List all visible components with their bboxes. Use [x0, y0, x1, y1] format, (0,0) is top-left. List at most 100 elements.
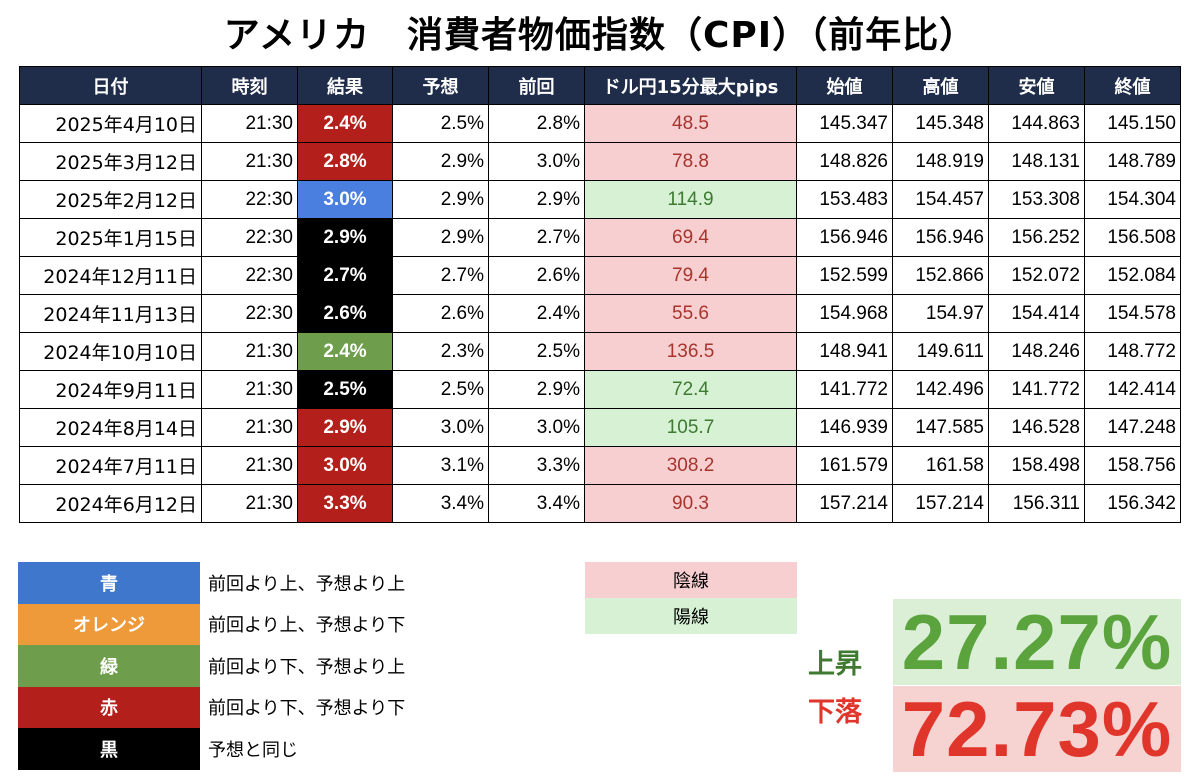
page-title: アメリカ 消費者物価指数（CPI）（前年比） [223, 15, 977, 56]
previous-cell: 2.7% [488, 218, 585, 257]
legend-description: 前回より下、予想より下 [208, 698, 406, 720]
previous-cell: 3.3% [488, 446, 585, 485]
previous-cell: 3.0% [488, 408, 585, 447]
table-row: 2025年4月10日 21:30 2.4% 2.5% 2.8% 48.5 145.347 14… [19, 104, 1181, 143]
open-cell: 153.483 [796, 180, 893, 219]
close-cell: 148.789 [1084, 142, 1181, 181]
high-cell: 156.946 [892, 218, 989, 257]
high-cell: 161.58 [892, 446, 989, 485]
high-cell: 147.585 [892, 408, 989, 447]
time-cell: 21:30 [201, 446, 298, 485]
forecast-cell: 2.3% [392, 332, 489, 371]
header-open: 始値 [796, 66, 893, 105]
table-row: 2024年11月13日 22:30 2.6% 2.6% 2.4% 55.6 154.968 1… [19, 294, 1181, 333]
close-cell: 147.248 [1084, 408, 1181, 447]
high-cell: 148.919 [892, 142, 989, 181]
close-cell: 142.414 [1084, 370, 1181, 409]
high-cell: 154.97 [892, 294, 989, 333]
time-cell: 21:30 [201, 370, 298, 409]
previous-cell: 3.4% [488, 484, 585, 523]
open-cell: 154.968 [796, 294, 893, 333]
result-cell: 2.5% [297, 370, 393, 409]
legend-description: 予想と同じ [208, 739, 298, 761]
time-cell: 21:30 [201, 104, 298, 143]
legend-swatch: 赤 [18, 686, 200, 728]
low-cell: 148.246 [988, 332, 1085, 371]
date-cell: 2024年7月11日 [19, 446, 202, 485]
open-cell: 161.579 [796, 446, 893, 485]
table-row: 2024年9月11日 21:30 2.5% 2.5% 2.9% 72.4 141.772 14… [19, 370, 1181, 409]
time-cell: 21:30 [201, 332, 298, 371]
legend-swatch: 緑 [18, 645, 200, 687]
pips-cell: 90.3 [584, 484, 797, 523]
header-low: 安値 [988, 66, 1085, 105]
previous-cell: 3.0% [488, 142, 585, 181]
forecast-cell: 3.0% [392, 408, 489, 447]
high-cell: 145.348 [892, 104, 989, 143]
forecast-cell: 2.9% [392, 180, 489, 219]
header-pips: ドル円15分最大pips [584, 66, 797, 105]
date-cell: 2025年2月12日 [19, 180, 202, 219]
time-cell: 22:30 [201, 218, 298, 257]
open-cell: 157.214 [796, 484, 893, 523]
close-cell: 156.508 [1084, 218, 1181, 257]
result-cell: 3.0% [297, 180, 393, 219]
date-cell: 2024年8月14日 [19, 408, 202, 447]
result-cell: 2.7% [297, 256, 393, 295]
down-percentage: 72.73% [893, 686, 1181, 772]
forecast-cell: 2.5% [392, 104, 489, 143]
result-color-legend: 青前回より上、予想より上 オレンジ 前回より上、予想より下緑前回より下、予想より上赤… [18, 562, 488, 770]
time-cell: 21:30 [201, 484, 298, 523]
legend-swatch: 青 [18, 562, 200, 604]
legend-description: 前回より下、予想より上 [208, 656, 406, 678]
low-cell: 154.414 [988, 294, 1085, 333]
candle-legend-label: 陰線 [585, 562, 797, 598]
legend-item: 赤前回より下、予想より下 [18, 686, 488, 728]
cpi-table: 日付 時刻 結果 予想 前回 ドル円15分最大pips 始値 高値 安値 終値 … [19, 66, 1181, 523]
low-cell: 144.863 [988, 104, 1085, 143]
table-row: 2025年1月15日 22:30 2.9% 2.9% 2.7% 69.4 156.946 15… [19, 218, 1181, 257]
pips-cell: 78.8 [584, 142, 797, 181]
date-cell: 2024年12月11日 [19, 256, 202, 295]
time-cell: 22:30 [201, 256, 298, 295]
legend-item: 黒予想と同じ [18, 728, 488, 770]
forecast-cell: 2.7% [392, 256, 489, 295]
open-cell: 141.772 [796, 370, 893, 409]
result-cell: 2.9% [297, 408, 393, 447]
close-cell: 154.578 [1084, 294, 1181, 333]
low-cell: 148.131 [988, 142, 1085, 181]
date-cell: 2024年11月13日 [19, 294, 202, 333]
forecast-cell: 2.9% [392, 142, 489, 181]
time-cell: 22:30 [201, 294, 298, 333]
close-cell: 158.756 [1084, 446, 1181, 485]
legend-description: 前回より上、予想より上 [208, 573, 406, 595]
date-cell: 2024年6月12日 [19, 484, 202, 523]
pips-cell: 48.5 [584, 104, 797, 143]
high-cell: 154.457 [892, 180, 989, 219]
result-cell: 2.4% [297, 104, 393, 143]
forecast-cell: 2.6% [392, 294, 489, 333]
header-date: 日付 [19, 66, 202, 105]
date-cell: 2025年3月12日 [19, 142, 202, 181]
down-label: 下落 [808, 697, 862, 728]
high-cell: 149.611 [892, 332, 989, 371]
open-cell: 148.941 [796, 332, 893, 371]
previous-cell: 2.9% [488, 370, 585, 409]
table-row: 2024年7月11日 21:30 3.0% 3.1% 3.3% 308.2 161.579 1… [19, 446, 1181, 485]
previous-cell: 2.6% [488, 256, 585, 295]
date-cell: 2025年4月10日 [19, 104, 202, 143]
close-cell: 152.084 [1084, 256, 1181, 295]
previous-cell: 2.5% [488, 332, 585, 371]
open-cell: 152.599 [796, 256, 893, 295]
high-cell: 142.496 [892, 370, 989, 409]
legend-item: 緑前回より下、予想より上 [18, 645, 488, 687]
close-cell: 148.772 [1084, 332, 1181, 371]
header-time: 時刻 [201, 66, 298, 105]
low-cell: 152.072 [988, 256, 1085, 295]
high-cell: 152.866 [892, 256, 989, 295]
table-row: 2024年12月11日 22:30 2.7% 2.7% 2.6% 79.4 152.599 1… [19, 256, 1181, 295]
low-cell: 153.308 [988, 180, 1085, 219]
close-cell: 156.342 [1084, 484, 1181, 523]
previous-cell: 2.8% [488, 104, 585, 143]
pips-cell: 136.5 [584, 332, 797, 371]
